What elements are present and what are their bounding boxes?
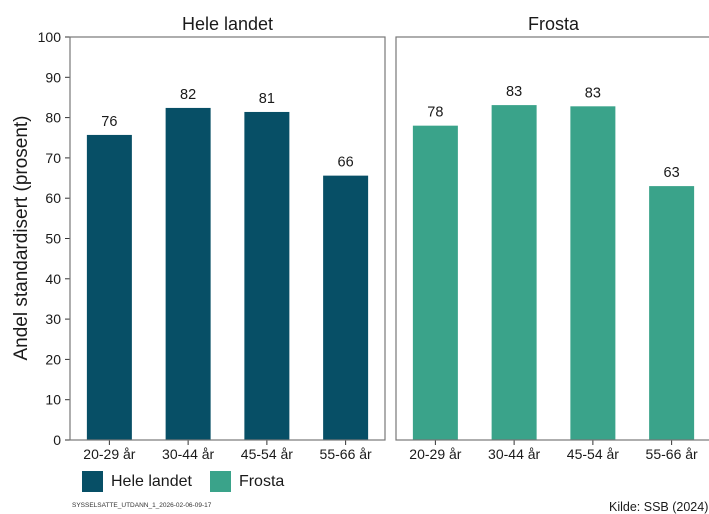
legend: Hele landet Frosta (82, 471, 302, 492)
x-tick-label-1-0: 20-29 år (409, 446, 461, 462)
legend-item-hele-landet: Hele landet (82, 471, 192, 492)
value-label-0-3: 66 (338, 155, 354, 171)
x-tick-label-0-0: 20-29 år (83, 446, 135, 462)
y-tick-label-80: 80 (45, 110, 61, 126)
y-tick-label-100: 100 (38, 29, 62, 45)
x-tick-label-1-3: 55-66 år (646, 446, 698, 462)
legend-label-hele-landet: Hele landet (111, 472, 192, 490)
panel-border-1 (395, 36, 709, 441)
x-tick-label-1-2: 45-54 år (567, 446, 619, 462)
value-label-1-2: 83 (585, 85, 601, 101)
panels: Hele landet 76 20-29 år 82 30-44 år 81 45-54 å… (69, 14, 709, 462)
x-tick-label-0-1: 30-44 år (162, 446, 214, 462)
panel-0: Hele landet 76 20-29 år 82 30-44 år 81 45-54 å… (69, 14, 386, 462)
y-tick-label-70: 70 (45, 150, 61, 166)
panel-title-0: Hele landet (182, 14, 273, 34)
legend-swatch-hele-landet (82, 471, 103, 492)
panel-title-1: Frosta (528, 14, 580, 34)
legend-item-frosta: Frosta (209, 471, 285, 492)
bar-1-1 (491, 105, 537, 441)
y-tick-label-20: 20 (45, 351, 61, 367)
x-tick-label-0-3: 55-66 år (320, 446, 372, 462)
bar-0-2 (244, 111, 290, 440)
bar-0-3 (323, 175, 369, 440)
panel-border-0 (69, 36, 386, 441)
y-axis: 0 10 20 30 40 50 60 70 80 90 100 (38, 29, 70, 448)
bar-1-2 (570, 106, 616, 440)
value-label-0-0: 76 (101, 114, 117, 130)
legend-label-frosta: Frosta (238, 472, 285, 490)
bar-0-0 (86, 134, 132, 440)
y-axis-title: Andel standardisert (prosent) (11, 115, 32, 360)
y-tick-label-10: 10 (45, 392, 61, 408)
footer-source: Kilde: SSB (2024) (609, 500, 709, 514)
value-label-1-1: 83 (506, 84, 522, 100)
bar-1-3 (649, 186, 695, 440)
y-tick-label-50: 50 (45, 231, 61, 247)
bar-1-0 (412, 125, 458, 440)
y-tick-label-0: 0 (53, 432, 61, 448)
x-tick-label-0-2: 45-54 år (241, 446, 293, 462)
y-tick-label-60: 60 (45, 190, 61, 206)
y-tick-label-40: 40 (45, 271, 61, 287)
chart: Andel standardisert (prosent) 0 10 20 30 40 5… (11, 14, 709, 462)
y-tick-label-90: 90 (45, 69, 61, 85)
value-label-1-0: 78 (427, 105, 443, 121)
value-label-1-3: 63 (664, 165, 680, 181)
y-tick-label-30: 30 (45, 311, 61, 327)
legend-swatch-frosta (209, 471, 231, 492)
value-label-0-2: 81 (259, 91, 275, 107)
footer-table-id: SYSSELSATTE_UTDANN_1_2026-02-06-09-17 (72, 502, 212, 509)
value-label-0-1: 82 (180, 87, 196, 103)
x-tick-label-1-1: 30-44 år (488, 446, 540, 462)
panel-1: Frosta 78 20-29 år 83 30-44 år 83 45-54 år 63 55… (395, 14, 709, 462)
bar-0-1 (165, 107, 211, 440)
